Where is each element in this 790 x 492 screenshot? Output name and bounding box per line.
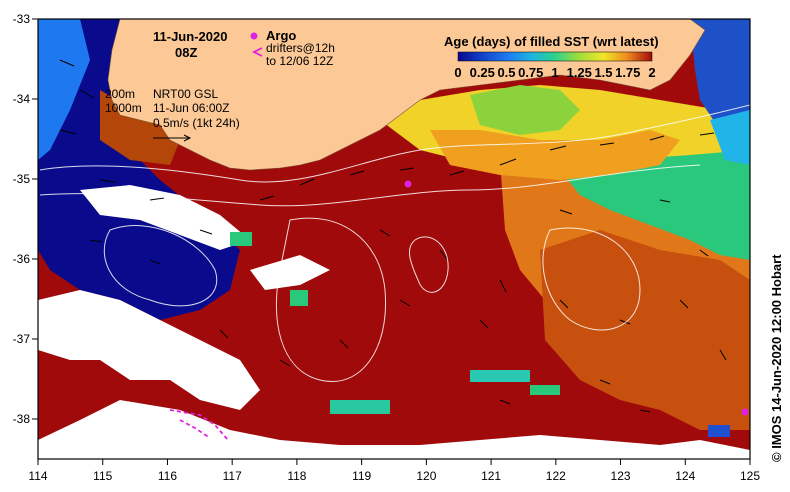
- colorbar: [457, 51, 653, 62]
- argo-legend-label: Argo: [266, 28, 296, 43]
- y-axis: -33 -34 -35 -36 -37 -38: [13, 12, 38, 426]
- hour-label: 08Z: [175, 45, 197, 60]
- argo-legend-icon: [250, 32, 258, 40]
- ssh-contours: [39, 104, 750, 382]
- x-tick-label: 114: [28, 469, 47, 483]
- sst-patch-blue-ne: [690, 19, 750, 145]
- x-axis: 114 115 116 117 118 119 120 121 122 123 124 125: [28, 459, 760, 483]
- y-tick-label: -33: [13, 12, 31, 26]
- drifter-legend-line1: drifters@12h: [266, 41, 335, 55]
- drifter-legend-line2: to 12/06 12Z: [266, 54, 333, 68]
- y-tick-label: -37: [13, 332, 31, 346]
- sst-patch-lightgreen: [470, 85, 580, 135]
- current-vectors: [59, 59, 727, 413]
- argo-float-marker-se: [741, 408, 749, 416]
- product-label: NRT00 GSL: [153, 87, 218, 101]
- date-label: 11-Jun-2020: [153, 29, 227, 44]
- x-tick-label: 120: [416, 469, 436, 483]
- colorbar-tick-label: 2: [648, 65, 655, 80]
- drifter-legend-icon: [251, 47, 263, 57]
- sst-patch-cyan-s2: [330, 400, 390, 414]
- y-tick-label: -35: [13, 172, 31, 186]
- x-tick-label: 117: [223, 469, 242, 483]
- x-tick-label: 116: [158, 469, 177, 483]
- colorbar-tick-label: 0: [454, 65, 461, 80]
- colorbar-tick-label: 1.25: [567, 65, 592, 80]
- no-data-center: [250, 255, 330, 290]
- x-tick-label: 123: [611, 469, 631, 483]
- sst-patch-cyan-s1: [470, 370, 530, 382]
- sst-patch-green-s3: [530, 385, 560, 395]
- sst-patch-green-s2: [290, 290, 308, 306]
- x-tick-label: 125: [740, 469, 760, 483]
- x-tick-label: 118: [287, 469, 306, 483]
- colorbar-tick-label: 0.25: [470, 65, 495, 80]
- sst-patch-blue-west: [38, 19, 240, 320]
- vector-scale-arrow: [153, 134, 192, 142]
- colorbar-tick-label: 1.5: [594, 65, 612, 80]
- sst-patch-green-s1: [230, 232, 252, 246]
- argo-float-marker: [404, 180, 412, 188]
- sst-patch-cyan-ne: [710, 110, 750, 165]
- map-border: [37, 18, 751, 460]
- x-tick-label: 119: [352, 469, 371, 483]
- sst-patch-mid-blue-west: [38, 19, 90, 160]
- y-tick-label: -38: [13, 412, 31, 426]
- sst-patch-orange-coast: [430, 130, 680, 180]
- vector-scale-label: 0.5m/s (1kt 24h): [153, 116, 240, 130]
- map-plot-area: [38, 19, 750, 459]
- x-tick-label: 121: [481, 469, 501, 483]
- x-tick-label: 124: [675, 469, 695, 483]
- sst-patch-blue-se: [708, 425, 730, 437]
- colorbar-tick-label: 0.5: [497, 65, 515, 80]
- no-data-west: [38, 290, 260, 410]
- colorbar-tick-label: 1: [551, 65, 558, 80]
- product-time-label: 11-Jun 06:00Z: [153, 101, 230, 115]
- drifter-tracks: [169, 409, 229, 441]
- x-tick-label: 115: [93, 469, 112, 483]
- colorbar-tick-label: 0.75: [518, 65, 543, 80]
- x-tick-label: 122: [546, 469, 566, 483]
- colorbar-ticks: 0 0.25 0.5 0.75 1 1.25 1.5 1.75 2: [454, 65, 655, 80]
- colorbar-title: Age (days) of filled SST (wrt latest): [444, 34, 659, 49]
- colorbar-tick-label: 1.75: [615, 65, 640, 80]
- no-data-inner: [80, 185, 250, 250]
- y-tick-label: -34: [13, 92, 31, 106]
- sst-patch-orange-mid: [540, 230, 750, 430]
- no-data-south: [38, 400, 750, 459]
- isobath-1000-label: 1000m: [105, 101, 142, 115]
- y-tick-label: -36: [13, 252, 31, 266]
- sst-patch-green-band: [560, 150, 750, 260]
- credit-label: © IMOS 14-Jun-2020 12:00 Hobart: [769, 254, 784, 462]
- isobath-200-label: 200m: [105, 87, 135, 101]
